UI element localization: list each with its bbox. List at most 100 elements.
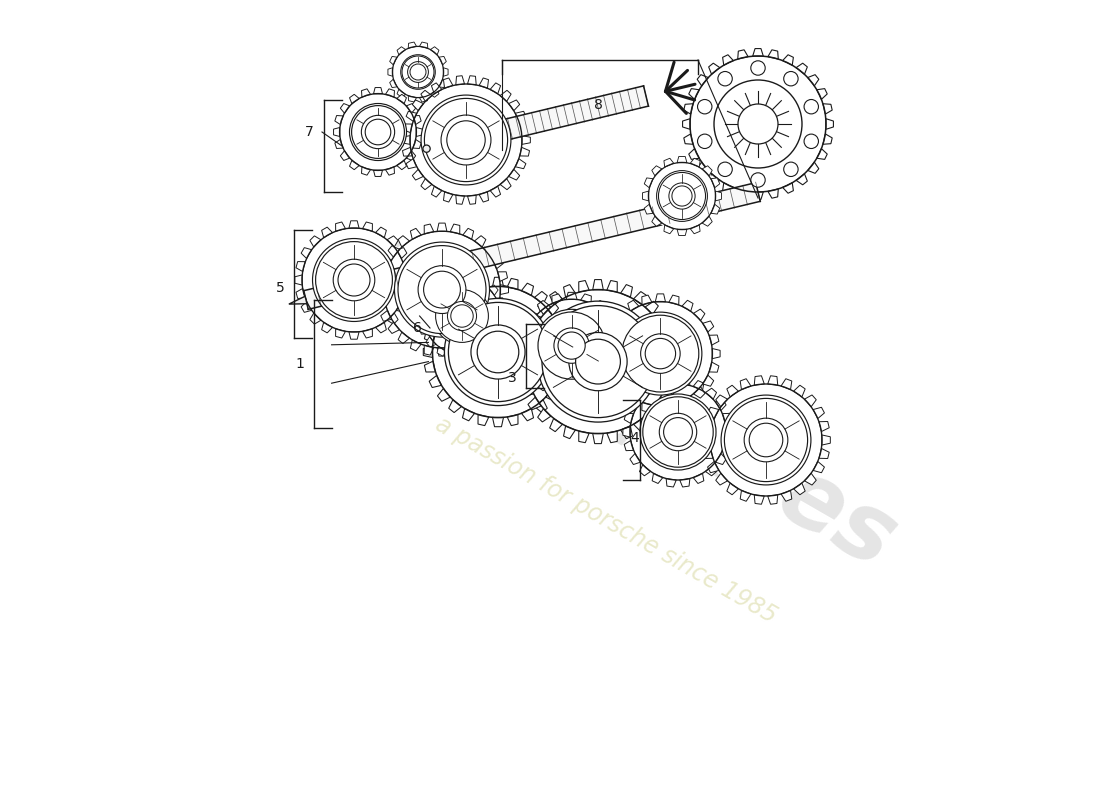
Polygon shape [430, 89, 439, 98]
Polygon shape [561, 361, 572, 372]
Circle shape [338, 264, 370, 296]
Circle shape [669, 183, 695, 209]
Polygon shape [607, 281, 617, 292]
Polygon shape [375, 285, 384, 294]
Polygon shape [581, 294, 592, 303]
Polygon shape [296, 289, 306, 298]
Polygon shape [421, 178, 432, 190]
Polygon shape [796, 174, 807, 185]
Polygon shape [363, 222, 373, 231]
Polygon shape [418, 311, 424, 321]
Circle shape [444, 298, 551, 406]
Text: 6: 6 [414, 321, 422, 335]
Polygon shape [624, 441, 634, 450]
Polygon shape [723, 441, 732, 450]
Circle shape [621, 315, 698, 392]
Circle shape [718, 71, 733, 86]
Polygon shape [607, 431, 617, 442]
Polygon shape [689, 149, 700, 159]
Polygon shape [593, 279, 603, 290]
Polygon shape [496, 298, 505, 308]
Polygon shape [702, 216, 712, 226]
Polygon shape [397, 94, 407, 104]
Circle shape [575, 339, 620, 384]
Polygon shape [406, 111, 417, 122]
Polygon shape [310, 236, 321, 247]
Polygon shape [662, 384, 675, 396]
Polygon shape [579, 281, 590, 292]
Polygon shape [538, 409, 551, 422]
Polygon shape [740, 490, 751, 502]
Polygon shape [614, 354, 624, 366]
Polygon shape [618, 340, 625, 351]
Polygon shape [333, 127, 340, 137]
Polygon shape [807, 162, 818, 174]
Polygon shape [396, 302, 407, 312]
Polygon shape [500, 178, 512, 190]
Polygon shape [508, 100, 519, 110]
Polygon shape [684, 104, 693, 114]
Circle shape [554, 328, 590, 363]
Polygon shape [488, 285, 498, 295]
Polygon shape [664, 158, 674, 167]
Circle shape [447, 121, 485, 159]
Polygon shape [450, 224, 460, 234]
Polygon shape [781, 490, 792, 502]
Polygon shape [678, 230, 686, 235]
Polygon shape [385, 89, 395, 97]
Polygon shape [429, 317, 441, 329]
Polygon shape [793, 386, 805, 397]
Polygon shape [336, 222, 345, 231]
Polygon shape [546, 302, 559, 315]
Polygon shape [682, 396, 693, 407]
Polygon shape [516, 356, 526, 367]
Polygon shape [437, 276, 448, 286]
Polygon shape [462, 283, 474, 295]
Polygon shape [374, 170, 383, 177]
Polygon shape [496, 324, 505, 334]
Polygon shape [645, 302, 658, 314]
Polygon shape [455, 195, 464, 204]
Polygon shape [430, 46, 439, 55]
Polygon shape [476, 346, 487, 356]
Circle shape [430, 284, 566, 420]
Polygon shape [443, 192, 453, 202]
Circle shape [471, 325, 525, 379]
Polygon shape [634, 291, 647, 305]
Polygon shape [707, 462, 719, 473]
Polygon shape [497, 272, 507, 282]
Polygon shape [408, 96, 417, 102]
Circle shape [663, 418, 692, 446]
Polygon shape [507, 414, 518, 426]
Polygon shape [463, 340, 474, 351]
Polygon shape [606, 368, 617, 380]
Circle shape [783, 162, 799, 177]
Circle shape [448, 302, 476, 330]
Circle shape [381, 229, 503, 350]
Polygon shape [410, 340, 421, 351]
Polygon shape [606, 311, 617, 323]
Polygon shape [301, 248, 311, 258]
Polygon shape [793, 483, 805, 494]
Polygon shape [768, 494, 778, 504]
Circle shape [433, 287, 491, 345]
Polygon shape [474, 332, 486, 343]
Polygon shape [388, 246, 399, 257]
Polygon shape [406, 103, 416, 114]
Polygon shape [552, 388, 562, 398]
Polygon shape [520, 354, 529, 366]
Polygon shape [683, 118, 690, 130]
Polygon shape [566, 292, 578, 299]
Polygon shape [419, 96, 428, 102]
Polygon shape [639, 388, 650, 399]
Polygon shape [817, 149, 827, 159]
Polygon shape [755, 376, 764, 386]
Polygon shape [362, 167, 371, 175]
Polygon shape [807, 74, 818, 86]
Polygon shape [550, 291, 562, 305]
Polygon shape [723, 414, 732, 423]
Polygon shape [668, 342, 679, 353]
Polygon shape [703, 449, 713, 458]
Circle shape [350, 103, 407, 161]
Polygon shape [425, 361, 436, 372]
